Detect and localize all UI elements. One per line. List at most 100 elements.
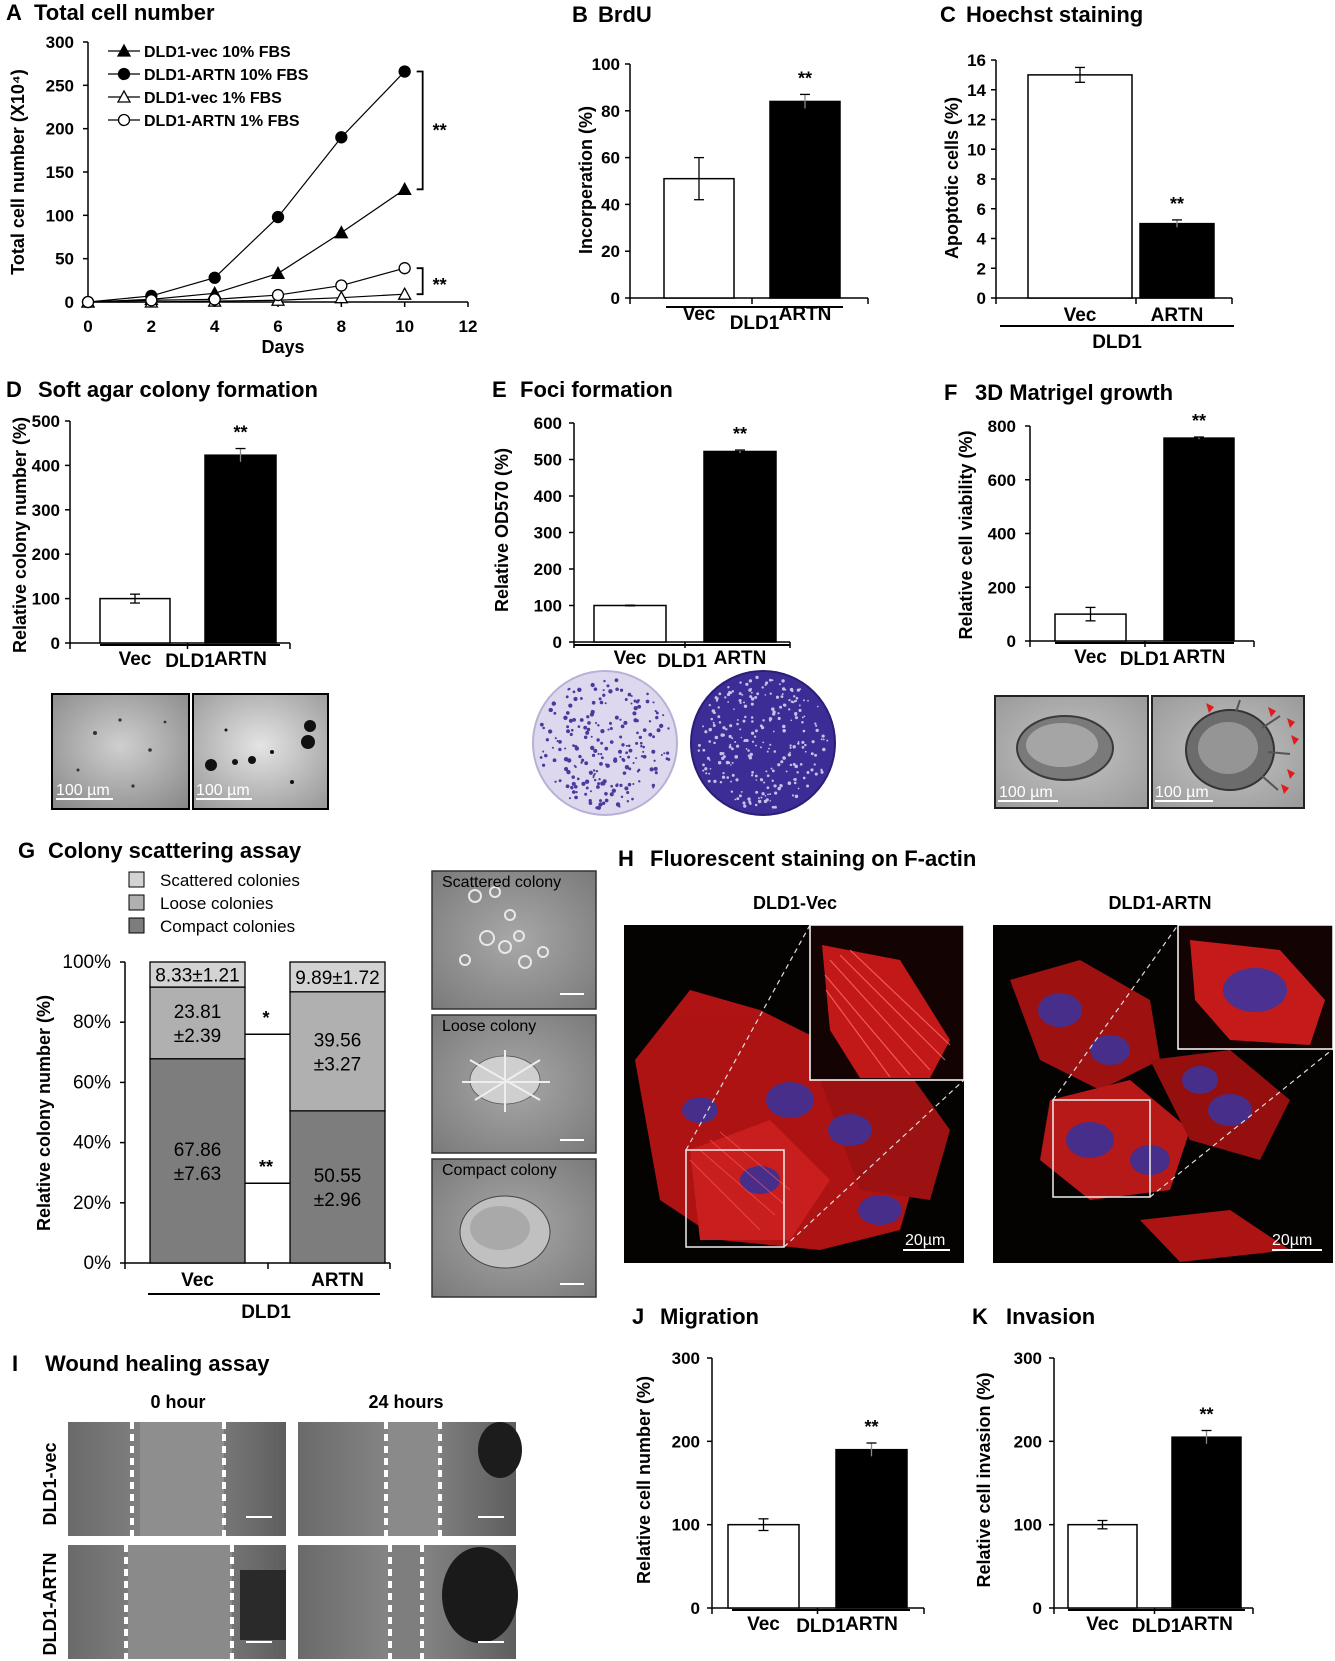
focus-dot — [600, 741, 604, 745]
focus-dot — [648, 720, 652, 723]
y-tick-label: 100 — [672, 1516, 700, 1535]
focus-dot — [710, 717, 714, 721]
group-label: DLD1 — [796, 1616, 846, 1637]
significance-label: ** — [1199, 1405, 1213, 1425]
focus-dot — [771, 805, 775, 809]
focus-dot — [568, 797, 571, 800]
focus-dot — [596, 785, 600, 789]
focus-dot — [734, 741, 737, 743]
focus-dot — [566, 725, 570, 729]
focus-dot — [630, 695, 633, 697]
focus-dot — [764, 683, 767, 686]
x-tick-label: 10 — [395, 317, 414, 336]
focus-dot — [772, 712, 776, 716]
focus-dot — [571, 781, 576, 786]
focus-dot — [779, 784, 783, 788]
y-tick-label: 4 — [977, 230, 987, 249]
focus-dot — [728, 734, 732, 739]
focus-dot — [756, 692, 760, 696]
x-category-label: ARTN — [714, 648, 767, 669]
focus-dot — [771, 779, 774, 783]
x-tick-label: 6 — [273, 317, 282, 336]
y-axis-label: Relative cell invasion (%) — [974, 1372, 994, 1587]
focus-dot — [772, 730, 775, 733]
focus-dot — [572, 744, 575, 747]
focus-dot — [814, 753, 818, 757]
focus-dot — [769, 743, 772, 746]
focus-dot — [801, 745, 805, 749]
focus-dot — [729, 743, 732, 746]
focus-dot — [745, 738, 749, 743]
x-axis-label: Days — [261, 337, 304, 357]
bar-artn — [769, 100, 841, 299]
focus-dot — [773, 750, 777, 753]
focus-dot — [743, 701, 746, 704]
focus-dot — [748, 679, 753, 683]
bar-artn — [204, 454, 277, 644]
bar-vec — [727, 1523, 800, 1609]
y-axis-label: Relative colony number (%) — [10, 417, 30, 653]
x-category-label: ARTN — [214, 649, 267, 670]
focus-dot — [619, 735, 623, 739]
focus-dot — [625, 744, 628, 747]
focus-dot — [811, 740, 815, 744]
focus-dot — [615, 687, 619, 692]
focus-dot — [769, 793, 772, 795]
focus-dot — [627, 755, 631, 759]
data-point — [145, 294, 158, 307]
focus-dot — [794, 716, 799, 720]
group-label: DLD1 — [657, 651, 707, 672]
significance-bracket — [416, 70, 424, 191]
focus-dot — [780, 695, 784, 699]
focus-dot — [586, 727, 591, 732]
focus-dot — [637, 699, 640, 702]
y-tick-label: 0 — [65, 293, 74, 312]
focus-dot — [572, 690, 576, 694]
focus-dot — [663, 752, 666, 755]
bar-artn — [835, 1448, 908, 1609]
focus-dot — [760, 796, 763, 799]
data-point — [271, 288, 285, 302]
focus-dot — [592, 776, 595, 779]
focus-dot — [801, 716, 804, 719]
focus-dot — [777, 712, 780, 715]
focus-dot — [769, 800, 772, 802]
focus-dot — [539, 756, 543, 759]
focus-dot — [821, 734, 825, 738]
panel-title-i: Wound healing assay — [45, 1351, 270, 1376]
focus-dot — [568, 703, 573, 708]
focus-dot — [551, 701, 557, 706]
y-tick-label: 100 — [1014, 1516, 1042, 1535]
focus-dot — [815, 728, 819, 733]
focus-dot — [566, 769, 571, 775]
focus-dot — [765, 770, 768, 773]
wound-row-vec: DLD1-vec — [40, 1442, 60, 1525]
focus-dot — [602, 693, 606, 697]
focus-dot — [595, 770, 599, 773]
data-point — [397, 181, 412, 195]
y-tick-label: 400 — [534, 487, 562, 506]
focus-dot — [616, 783, 619, 786]
focus-dot — [745, 682, 749, 686]
focus-dot — [781, 687, 786, 691]
focus-dot — [749, 752, 753, 757]
focus-dot — [627, 692, 632, 697]
focus-dot — [593, 748, 598, 753]
panel-letter-g: G — [18, 838, 35, 863]
focus-dot — [768, 678, 772, 682]
focus-dot — [719, 751, 723, 756]
y-tick-label: 0 — [611, 289, 620, 308]
focus-dot — [790, 719, 793, 722]
panel-letter-b: B — [572, 2, 588, 27]
focus-dot — [730, 764, 732, 766]
focus-dot — [604, 798, 609, 803]
focus-dot — [730, 780, 732, 783]
focus-dot — [545, 738, 549, 742]
focus-dot — [793, 778, 795, 781]
focus-dot — [626, 791, 630, 795]
y-tick-label: 40 — [601, 195, 620, 214]
x-tick-label: 8 — [337, 317, 346, 336]
focus-dot — [552, 758, 557, 763]
foci-plates — [532, 670, 836, 816]
